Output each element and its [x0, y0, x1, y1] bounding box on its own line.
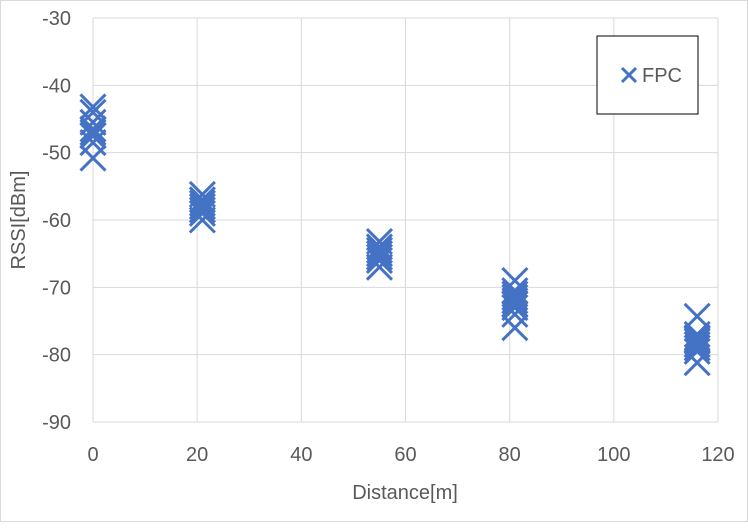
data-point: [501, 287, 529, 315]
y-tick-label: -60: [42, 210, 71, 232]
data-point: [365, 243, 394, 271]
x-tick-label: 0: [87, 444, 98, 466]
legend-marker-icon: [620, 66, 638, 84]
y-tick-label: -80: [42, 345, 71, 367]
y-tick-label: -40: [42, 75, 71, 97]
data-point: [501, 314, 529, 342]
data-point: [79, 115, 107, 143]
data-point: [79, 122, 107, 150]
x-tick-label: 20: [186, 444, 208, 466]
y-tick-label: -90: [42, 412, 71, 434]
y-tick-label: -50: [42, 143, 71, 165]
y-tick-label: -30: [42, 8, 71, 30]
y-tick-label: -70: [42, 277, 71, 299]
data-point: [683, 327, 711, 355]
legend: FPC: [596, 35, 699, 115]
data-point: [188, 196, 216, 224]
x-tick-label: 60: [394, 444, 416, 466]
data-point: [683, 337, 711, 365]
data-point: [79, 108, 107, 136]
data-point: [365, 253, 394, 281]
data-point: [365, 233, 394, 261]
data-point: [188, 199, 216, 227]
y-axis-label: RSSI[dBm]: [8, 171, 30, 270]
x-tick-label: 80: [499, 444, 521, 466]
data-point: [683, 324, 711, 352]
data-point: [79, 118, 107, 147]
data-point: [188, 186, 216, 214]
legend-box: [596, 35, 699, 115]
x-tick-label: 120: [701, 444, 734, 466]
data-point: [188, 192, 216, 221]
data-point: [501, 293, 529, 322]
x-axis-label: Distance[m]: [352, 482, 458, 504]
data-point: [79, 144, 107, 172]
data-point: [188, 206, 216, 234]
legend-label: FPC: [642, 65, 682, 87]
data-point: [365, 240, 394, 268]
data-point: [501, 300, 529, 328]
x-tick-label: 40: [290, 444, 312, 466]
data-point: [501, 290, 529, 318]
legend-x-mark: [620, 66, 638, 84]
data-point: [501, 280, 529, 308]
data-point: [683, 349, 711, 377]
x-tick-label: 100: [597, 444, 630, 466]
data-point: [365, 246, 394, 274]
